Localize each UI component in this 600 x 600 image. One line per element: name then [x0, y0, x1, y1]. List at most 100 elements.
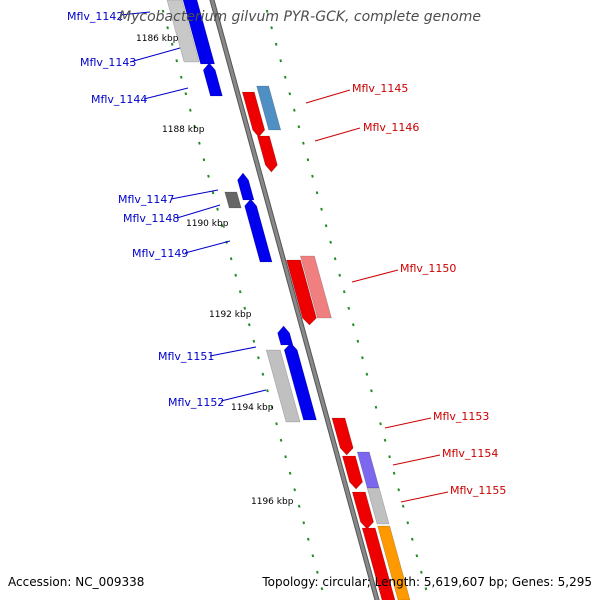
tick-dot [275, 422, 278, 426]
tick-dot [283, 75, 287, 79]
tick-dot [243, 306, 247, 310]
gene-leader-line [176, 204, 221, 219]
tick-dot [270, 405, 274, 409]
kbp-label: 1186 kbp [136, 34, 179, 44]
gene-label-mflv_1142: Mflv_1142 [67, 10, 123, 23]
feature-mflv1155 [366, 487, 390, 525]
kbp-label: 1196 kbp [251, 497, 294, 507]
gene-leader-line [392, 454, 441, 466]
genome-backbone [209, 0, 380, 600]
tick-dot [379, 422, 382, 426]
tick-dot [293, 488, 296, 492]
tick-dot [189, 108, 192, 112]
tick-dot [424, 587, 428, 591]
gene-leader-line [209, 346, 257, 357]
feature-mflv1147 [224, 191, 242, 209]
tick-dot [329, 240, 332, 244]
feature-mflv1148 [237, 172, 255, 201]
tick-dot [211, 191, 215, 195]
tick-dot [351, 323, 355, 327]
gene-leader-line [305, 89, 351, 104]
tick-dot [361, 356, 364, 360]
gene-leader-line [184, 240, 231, 254]
tick-dot [420, 570, 423, 574]
feature-mflv1151 [283, 342, 317, 421]
tick-dot [202, 158, 206, 162]
tick-dot [320, 207, 323, 211]
tick-dot [293, 108, 296, 112]
gene-labels: Mflv_1142 Mflv_1143 Mflv_1144 Mflv_1145 Mflv… [67, 10, 506, 503]
gene-label-mflv_1148: Mflv_1148 [123, 212, 179, 225]
gene-leader-line [143, 87, 189, 100]
tick-dot [161, 9, 165, 13]
tick-dot [333, 257, 337, 261]
tick-dot [365, 372, 369, 376]
tick-dot [315, 191, 319, 195]
gene-leader-line [314, 127, 361, 142]
tick-dot [297, 504, 301, 508]
gene-label-mflv_1146: Mflv_1146 [363, 121, 419, 134]
tick-dot [175, 59, 179, 63]
feature-mflv1150-pink [300, 255, 332, 319]
tick-dot [320, 587, 324, 591]
gene-features [166, 0, 411, 600]
feature-mflv1153 [331, 417, 354, 456]
gene-leader-line [220, 389, 267, 402]
feature-mflv1146 [256, 85, 282, 131]
feature-mflv1152-gray [265, 349, 301, 423]
feature-gray-top-left [166, 0, 200, 63]
tick-dot [356, 339, 360, 343]
tick-dot [170, 42, 174, 46]
gene-leader-line [129, 47, 181, 63]
tick-dot [392, 471, 396, 475]
feature-mflv1154-red [342, 455, 363, 490]
feature-mflv1146-red [257, 135, 278, 173]
tick-dot [216, 207, 219, 211]
tick-dot [288, 471, 292, 475]
feature-mflv1142 [182, 0, 215, 65]
tick-marks [161, 9, 428, 591]
tick-dot [401, 504, 405, 508]
feature-orange-bottom [377, 525, 411, 600]
feature-mflv1155-red [351, 491, 374, 530]
tick-dot [410, 537, 414, 541]
gene-label-mflv_1147: Mflv_1147 [118, 193, 174, 206]
tick-dot [234, 273, 238, 277]
gene-label-mflv_1152: Mflv_1152 [168, 396, 224, 409]
tick-dot [265, 9, 269, 13]
tick-dot [270, 26, 273, 30]
gene-leader-line [119, 11, 151, 16]
gene-leader-line [400, 491, 449, 503]
tick-dot [279, 59, 283, 63]
tick-dot [302, 521, 306, 525]
tick-dot [316, 570, 319, 574]
tick-dot [374, 405, 378, 409]
gene-label-mflv_1150: Mflv_1150 [400, 262, 456, 275]
tick-dot [284, 455, 287, 459]
map-title: Mycobacterium gilvum PYR-GCK, complete g… [119, 9, 481, 25]
tick-dot [370, 389, 373, 393]
feature-mflv1144 [202, 62, 223, 97]
tick-dot [306, 158, 310, 162]
tick-dot [220, 224, 224, 228]
tick-dot [306, 537, 310, 541]
tick-dot [193, 125, 197, 129]
gene-leader-line [170, 189, 219, 200]
feature-red-bottom [361, 527, 396, 600]
kbp-label: 1194 kbp [231, 403, 274, 413]
gene-label-mflv_1153: Mflv_1153 [433, 410, 489, 423]
topology-text: Topology: circular; Length: 5,619,607 bp… [262, 575, 592, 589]
tick-dot [302, 141, 305, 145]
tick-dot [257, 356, 260, 360]
kbp-label: 1188 kbp [162, 125, 205, 135]
tick-dot [279, 438, 283, 442]
tick-dot [252, 339, 256, 343]
tick-dot [261, 372, 265, 376]
gene-label-mflv_1143: Mflv_1143 [80, 56, 136, 69]
gene-label-mflv_1155: Mflv_1155 [450, 484, 506, 497]
gene-label-mflv_1151: Mflv_1151 [158, 350, 214, 363]
tick-dot [207, 174, 210, 178]
tick-dot [338, 273, 342, 277]
kbp-labels: 1186 kbp 1188 kbp 1190 kbp 1192 kbp 1194 kbp… [136, 34, 294, 507]
